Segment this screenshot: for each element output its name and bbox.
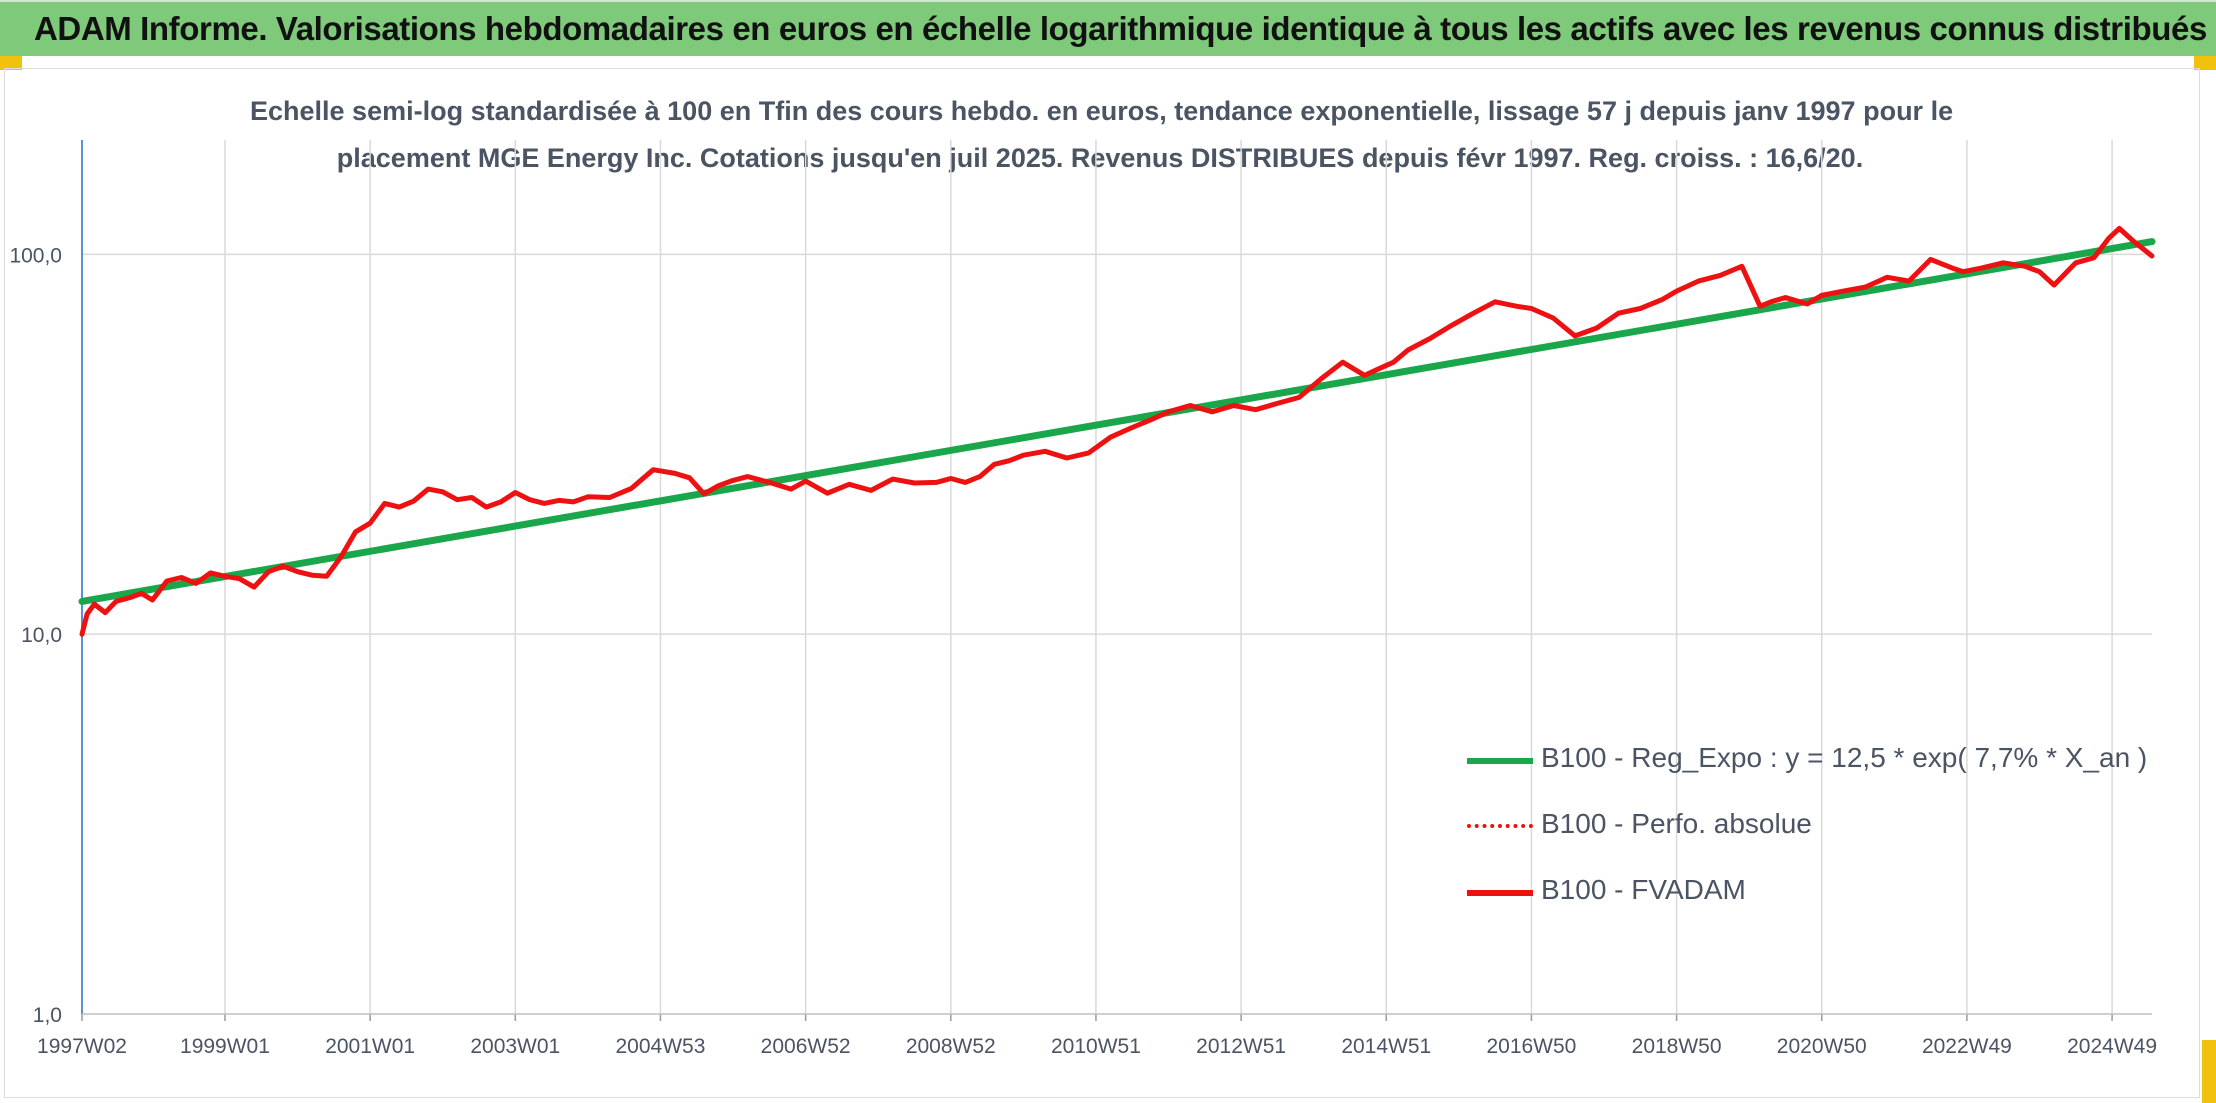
- chart-title-line-1: Echelle semi-log standardisée à 100 en T…: [250, 96, 1954, 126]
- corner-accent-left: [0, 56, 22, 70]
- fvadam-series-line: [79, 225, 2155, 637]
- x-tick-label: 2004W53: [616, 1035, 706, 1058]
- corner-accent-right: [2194, 56, 2216, 70]
- y-tick-label: 10,0: [21, 624, 62, 647]
- legend-label-perfo: B100 - Perfo. absolue: [1541, 808, 1812, 839]
- x-tick-label: 2008W52: [906, 1035, 996, 1058]
- legend-swatch-trend: [1467, 758, 1533, 764]
- legend-swatch-fvadam: [1467, 890, 1533, 896]
- x-tick-label: 2020W50: [1777, 1035, 1867, 1058]
- legend-label-trend: B100 - Reg_Expo : y = 12,5 * exp( 7,7% *…: [1541, 742, 2148, 773]
- report-title: ADAM Informe. Valorisations hebdomadaire…: [34, 10, 2207, 47]
- y-tick-label: 1,0: [33, 1004, 62, 1027]
- x-tick-label: 1999W01: [180, 1035, 270, 1058]
- chart-frame: [4, 68, 2200, 1098]
- x-tick-label: 2006W52: [761, 1035, 851, 1058]
- x-tick-label: 2010W51: [1051, 1035, 1141, 1058]
- x-tick-label: 2018W50: [1632, 1035, 1722, 1058]
- corner-accent-bottom-right: [2202, 1040, 2216, 1103]
- y-tick-label: 100,0: [9, 244, 62, 267]
- legend-swatch-perfo: [1467, 824, 1533, 828]
- x-tick-label: 2012W51: [1196, 1035, 1286, 1058]
- x-tick-label: 2024W49: [2067, 1035, 2157, 1058]
- legend-label-fvadam: B100 - FVADAM: [1541, 874, 1746, 905]
- x-tick-label: 2014W51: [1341, 1035, 1431, 1058]
- x-tick-label: 2001W01: [325, 1035, 415, 1058]
- x-tick-label: 2022W49: [1922, 1035, 2012, 1058]
- x-tick-label: 2003W01: [470, 1035, 560, 1058]
- report-header: ADAM Informe. Valorisations hebdomadaire…: [0, 0, 2216, 56]
- trend-line: [78, 238, 2156, 605]
- x-tick-label: 2016W50: [1486, 1035, 1576, 1058]
- x-tick-label: 1997W02: [37, 1035, 127, 1058]
- chart-title-line-2: placement MGE Energy Inc. Cotations jusq…: [336, 143, 1864, 173]
